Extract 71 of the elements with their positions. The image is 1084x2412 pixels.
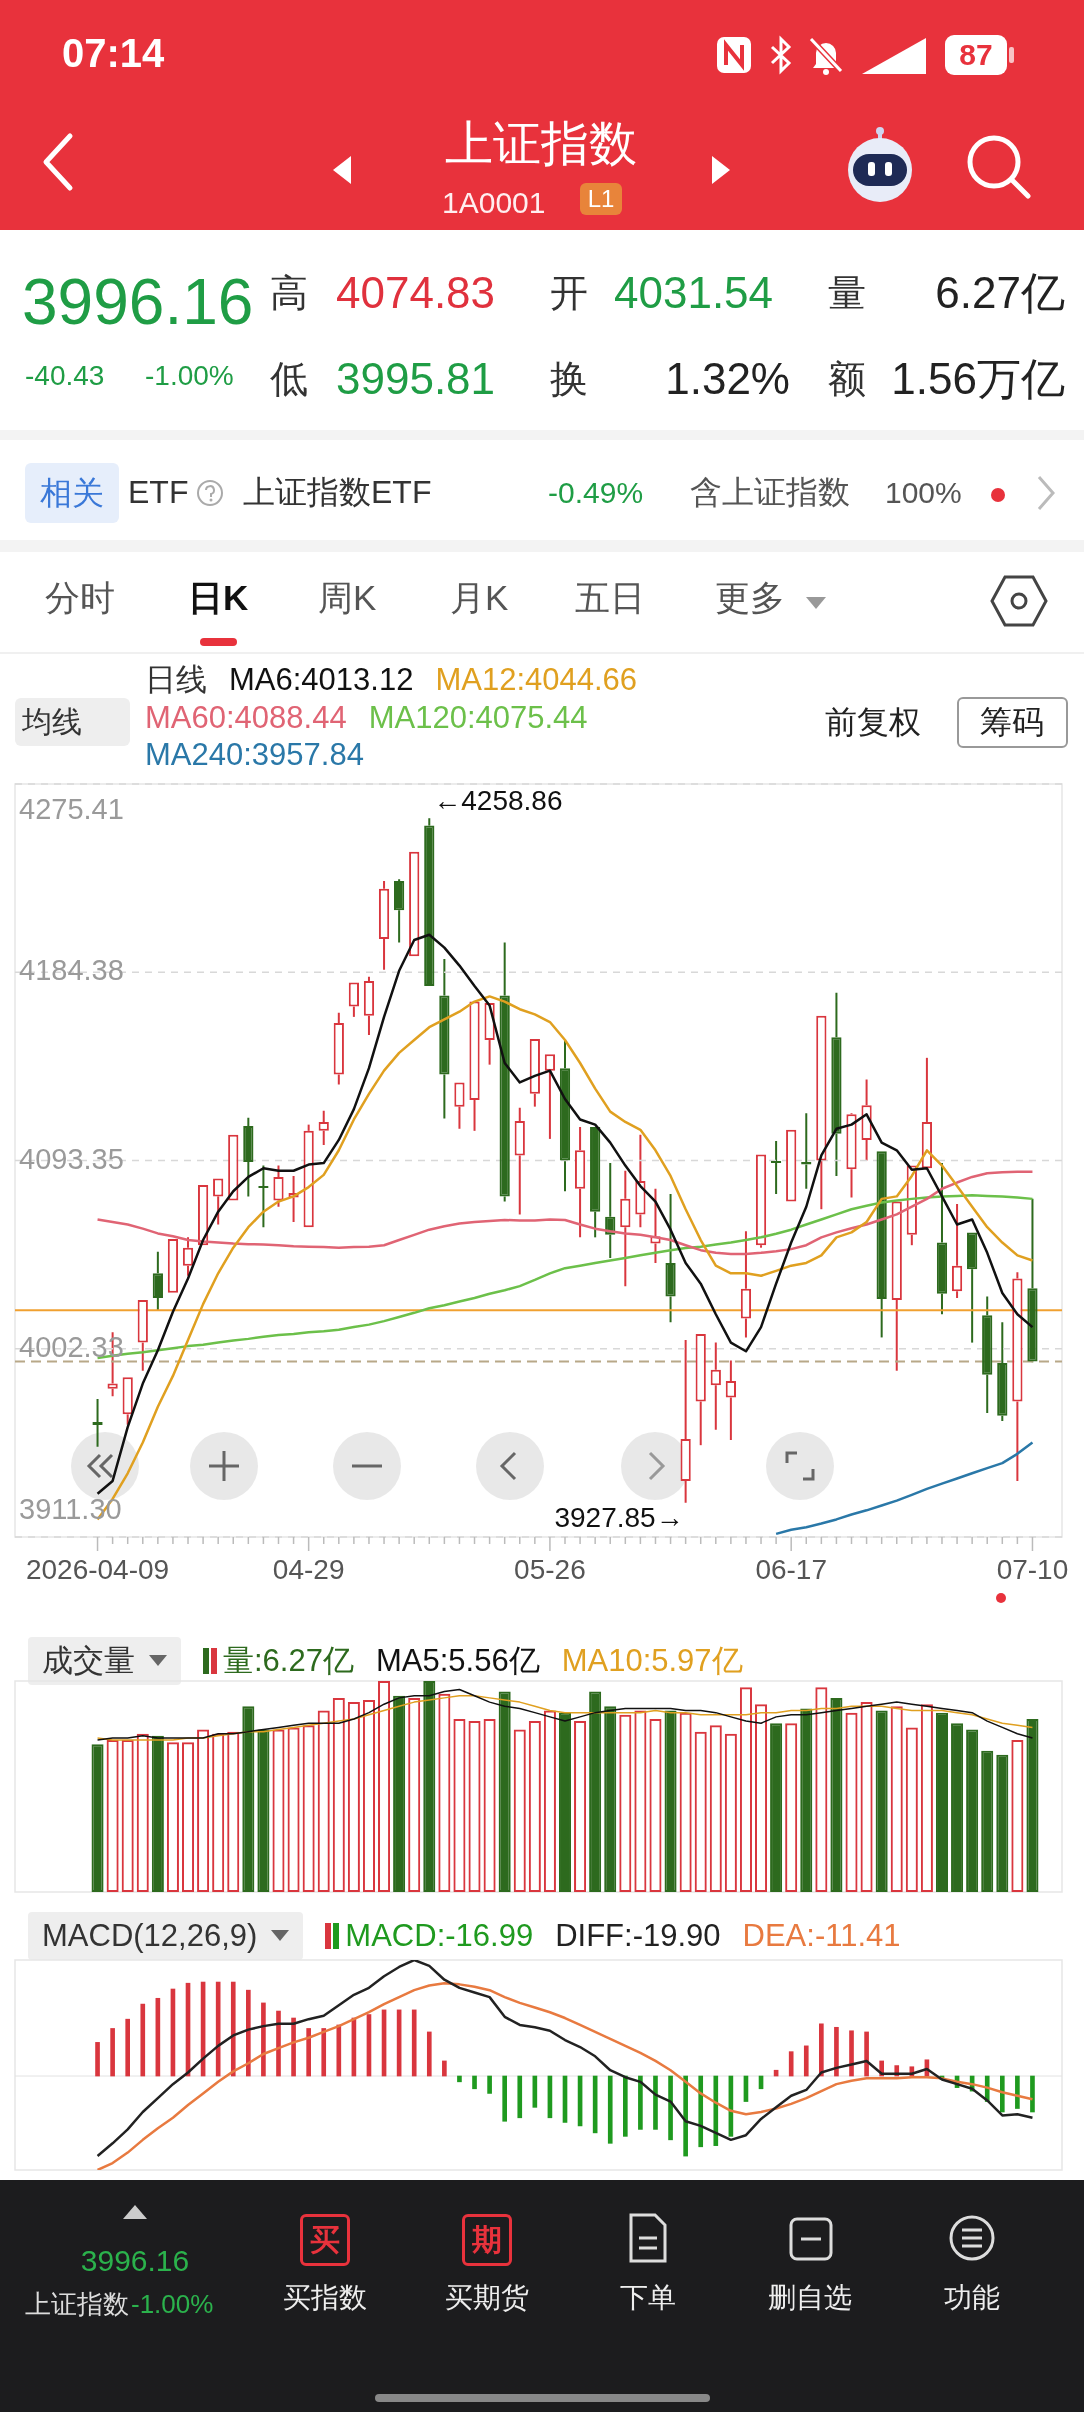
text: 量	[828, 272, 866, 316]
text: 含上证指数	[690, 474, 850, 511]
annotation: ←4258.86	[433, 784, 563, 816]
text: MA60:4088.44	[145, 699, 347, 736]
text: 87	[959, 37, 993, 73]
text: ETF	[128, 474, 189, 511]
text: -0.49%	[548, 476, 644, 511]
dropdown-button: MACD(12,26,9)	[28, 1912, 304, 1960]
text: 低	[270, 358, 308, 402]
text: 功能	[944, 2282, 1000, 2315]
legend-label: 量:6.27亿	[223, 1643, 354, 1679]
text: -1.00%	[145, 360, 234, 393]
text: 3996.16	[80, 2244, 190, 2279]
text: MA120:4075.44	[368, 699, 588, 736]
text: 相关	[40, 474, 104, 512]
text: 均线	[22, 704, 82, 740]
text: DEA:-11.41	[742, 1918, 901, 1954]
text: 07:14	[62, 30, 165, 76]
text: 上证指数	[25, 2289, 129, 2320]
series-label: MA10:5.97亿	[561, 1643, 743, 1679]
legend-title: 日线	[145, 662, 207, 698]
text: 月K	[450, 578, 509, 619]
dropdown-button: 成交量	[28, 1637, 181, 1685]
text: 买	[310, 2222, 340, 2258]
text: 删自选	[768, 2282, 852, 2315]
x-tick-label: 04-29	[272, 1553, 345, 1585]
text: MA240:3957.84	[145, 737, 364, 773]
text: 买期货	[445, 2282, 529, 2315]
text: 1.56万亿	[891, 354, 1065, 405]
text: 额	[828, 358, 866, 402]
legend-title: 成交量	[42, 1643, 135, 1679]
y-tick-label: 4184.38	[19, 954, 124, 987]
text: 期	[472, 2222, 502, 2258]
legend-title: MACD(12,26,9)	[42, 1918, 258, 1954]
text: L1	[587, 185, 615, 213]
x-tick-label: 07-10	[996, 1553, 1069, 1585]
text: DIFF:-19.90	[555, 1918, 721, 1954]
text: 周K	[318, 578, 377, 619]
y-tick-label: 4275.41	[19, 792, 124, 825]
text: 下单	[620, 2282, 676, 2315]
y-tick-label: 4093.35	[19, 1142, 124, 1175]
text: 100%	[885, 476, 962, 511]
text: 换	[550, 358, 588, 402]
text: 3996.16	[22, 266, 254, 340]
text: 4074.83	[336, 268, 496, 319]
text: 日K	[188, 578, 249, 619]
x-tick-label: 05-26	[514, 1553, 586, 1585]
text: 开	[550, 272, 588, 316]
text: 更多	[715, 578, 785, 619]
text: 高	[270, 272, 308, 316]
text: 1.32%	[665, 354, 790, 405]
annotation: 3927.85→	[554, 1502, 684, 1534]
series-label: MA5:5.56亿	[375, 1643, 540, 1679]
text: 6.27亿	[935, 268, 1065, 319]
text: 4031.54	[614, 268, 774, 319]
text: -1.00%	[131, 2289, 214, 2320]
text: MA12:4044.66	[435, 662, 638, 698]
legend-label: MACD:-16.99	[345, 1918, 534, 1954]
text: 筹码	[980, 703, 1044, 741]
text: 上证指数ETF	[243, 474, 432, 511]
text: -40.43	[25, 360, 105, 393]
text: MA6:4013.12	[229, 662, 414, 698]
text: 3995.81	[336, 354, 496, 405]
text: 买指数	[283, 2282, 367, 2315]
x-tick-label: 06-17	[755, 1553, 828, 1585]
x-tick-label: 2026-04-09	[25, 1553, 170, 1585]
text: 分时	[45, 578, 115, 619]
text: 上证指数	[445, 116, 637, 172]
text: 1A0001	[442, 186, 546, 221]
text: 五日	[575, 578, 645, 619]
text: 前复权	[825, 704, 921, 741]
